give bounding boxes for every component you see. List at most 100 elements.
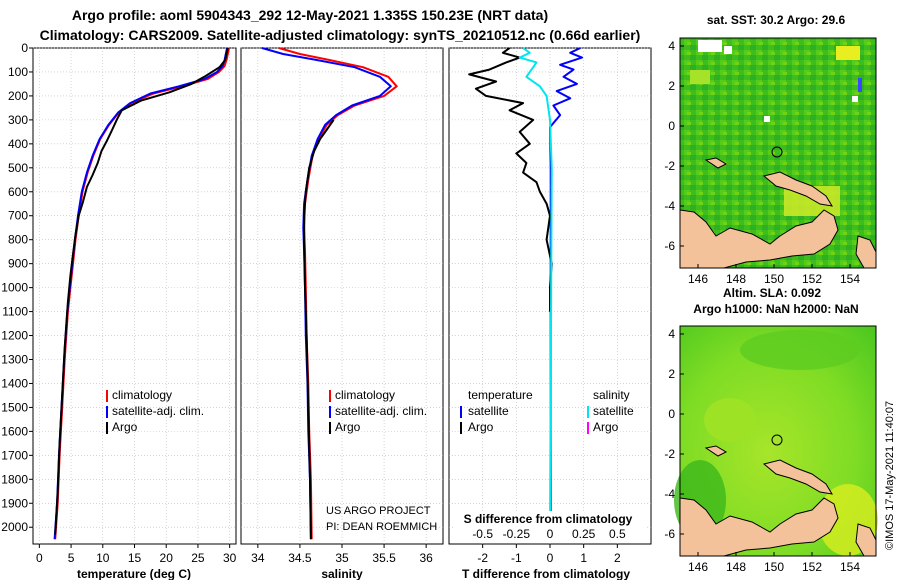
depth-tick-label: 1100 bbox=[2, 305, 28, 319]
x-tick-label: 10 bbox=[96, 551, 110, 565]
difference-panel: -2 -1 0 1 2 S difference from climatology -0… bbox=[448, 47, 652, 580]
lon-tick-label: 148 bbox=[726, 560, 746, 574]
x-tick-label: 36 bbox=[419, 551, 433, 565]
lat-tick-label: 2 bbox=[668, 367, 675, 381]
new-ireland-land bbox=[704, 157, 728, 169]
sla-low-patch bbox=[740, 330, 860, 370]
x-tick-label: 30 bbox=[223, 551, 237, 565]
salinity-axis-label: salinity bbox=[321, 567, 363, 580]
salinity-tick-labels: 34 34.5 35 35.5 36 bbox=[251, 544, 433, 565]
legend-s-argo-label: Argo bbox=[593, 420, 619, 434]
argo-position-marker bbox=[771, 434, 783, 446]
depth-tick-labels: 0 100 200 300 400 500 600 700 800 900 1000 1100 1200… bbox=[1, 41, 33, 534]
lon-tick-label: 150 bbox=[764, 560, 784, 574]
legend-temperature-title: temperature bbox=[468, 388, 533, 402]
new-guinea-land bbox=[679, 209, 839, 269]
salinity-plot-frame bbox=[240, 47, 444, 545]
sla-map-title-1: Altim. SLA: 0.092 bbox=[723, 286, 821, 300]
depth-tick-label: 1900 bbox=[1, 496, 28, 510]
depth-tick-label: 1800 bbox=[1, 472, 28, 486]
depth-tick-label: 1000 bbox=[1, 281, 28, 295]
difference-tick-labels: -2 -1 0 1 2 bbox=[477, 544, 621, 565]
depth-tick-label: 800 bbox=[8, 233, 28, 247]
x-tick-label: 5 bbox=[68, 551, 75, 565]
legend-t-argo-label: Argo bbox=[468, 420, 494, 434]
legend-salinity-title: salinity bbox=[593, 388, 630, 402]
depth-tick-label: 900 bbox=[8, 257, 28, 271]
sst-map-panel: sat. SST: 30.2 Argo: 29.6 146 148 150 152 15… bbox=[664, 13, 877, 286]
depth-tick-label: 1400 bbox=[1, 376, 28, 390]
legend-satellite-label: satellite-adj. clim. bbox=[112, 404, 204, 418]
legend-argo-label: Argo bbox=[112, 420, 138, 434]
difference-legend: temperature satellite Argo salinity sate… bbox=[460, 388, 634, 434]
salinity-series bbox=[261, 47, 398, 540]
legend-climatology-label: climatology bbox=[112, 388, 172, 402]
sla-map-frame bbox=[679, 325, 877, 557]
s-diff-axis-label: S difference from climatology bbox=[464, 512, 633, 526]
temperature-tick-labels: 0 5 10 15 20 25 30 bbox=[36, 544, 237, 565]
legend-argo-label: Argo bbox=[335, 420, 361, 434]
depth-tick-label: 400 bbox=[8, 137, 28, 151]
sst-map-frame bbox=[679, 37, 877, 269]
sst-missing-cell bbox=[764, 116, 770, 122]
sla-high-patch bbox=[704, 398, 756, 442]
salinity-legend: climatology satellite-adj. clim. Argo bbox=[329, 388, 427, 434]
series-line-argo bbox=[303, 119, 335, 540]
lon-tick-label: 154 bbox=[840, 272, 860, 286]
x-tick-label: 0 bbox=[36, 551, 43, 565]
lon-tick-label: 150 bbox=[764, 272, 784, 286]
new-ireland-land bbox=[704, 445, 728, 457]
sla-map-tick-labels: 146 148 150 152 154 4 2 0 -2 -4 -6 bbox=[664, 327, 860, 574]
lat-tick-label: -2 bbox=[664, 159, 675, 173]
copyright-stamp: ©IMOS 17-May-2021 11:40:07 bbox=[884, 401, 896, 550]
lat-tick-label: -6 bbox=[664, 527, 675, 541]
series-line-t-argo bbox=[468, 47, 553, 312]
lon-tick-label: 146 bbox=[688, 272, 708, 286]
lon-tick-label: 152 bbox=[802, 272, 822, 286]
difference-gridlines bbox=[449, 47, 651, 544]
pi-annotation: PI: DEAN ROEMMICH bbox=[326, 521, 437, 533]
legend-s-satellite-label: satellite bbox=[593, 404, 634, 418]
s-diff-tick-label: 0 bbox=[547, 527, 554, 541]
legend-climatology-label: climatology bbox=[335, 388, 395, 402]
lat-tick-label: 0 bbox=[668, 407, 675, 421]
depth-tick-label: 2000 bbox=[1, 520, 28, 534]
depth-tick-label: 500 bbox=[8, 161, 28, 175]
lon-tick-label: 154 bbox=[840, 560, 860, 574]
s-diff-tick-labels: -0.5 -0.25 0 0.25 0.5 bbox=[472, 527, 626, 541]
legend-satellite-label: satellite-adj. clim. bbox=[335, 404, 427, 418]
new-guinea-land bbox=[679, 497, 839, 557]
s-diff-tick-label: -0.25 bbox=[503, 527, 531, 541]
sla-map-title-2: Argo h1000: NaN h2000: NaN bbox=[693, 302, 858, 316]
lat-tick-label: 4 bbox=[668, 327, 675, 341]
depth-tick-label: 1500 bbox=[1, 400, 28, 414]
depth-tick-label: 0 bbox=[21, 41, 28, 55]
new-britain-land bbox=[762, 459, 833, 495]
temperature-panel: 0100200300400500600700800900100011001200… bbox=[1, 41, 236, 580]
series-line-argo bbox=[54, 47, 229, 535]
x-tick-label: 2 bbox=[614, 551, 621, 565]
s-diff-tick-label: -0.5 bbox=[472, 527, 493, 541]
sst-missing-cell bbox=[698, 40, 722, 52]
lat-tick-label: 0 bbox=[668, 119, 675, 133]
depth-tick-label: 100 bbox=[8, 65, 28, 79]
header-line-1: Argo profile: aoml 5904343_292 12-May-20… bbox=[72, 7, 548, 23]
x-tick-label: 0 bbox=[547, 551, 554, 565]
temperature-axis-label: temperature (deg C) bbox=[77, 567, 191, 580]
s-diff-tick-label: 0.25 bbox=[572, 527, 596, 541]
lat-tick-label: -4 bbox=[664, 487, 675, 501]
x-tick-label: 1 bbox=[580, 551, 587, 565]
sst-map-tick-labels: 146 148 150 152 154 4 2 0 -2 -4 -6 bbox=[664, 39, 860, 286]
lat-tick-label: 2 bbox=[668, 79, 675, 93]
x-tick-label: 35 bbox=[335, 551, 349, 565]
salinity-panel: 34 34.5 35 35.5 36 salinity climatology sate… bbox=[240, 47, 444, 580]
x-tick-label: 15 bbox=[128, 551, 142, 565]
lat-tick-label: -6 bbox=[664, 239, 675, 253]
t-diff-axis-label: T difference from climatology bbox=[462, 567, 630, 580]
depth-tick-label: 1600 bbox=[1, 424, 28, 438]
depth-tick-label: 1300 bbox=[1, 352, 28, 366]
temperature-series bbox=[53, 47, 230, 540]
s-diff-tick-label: 0.5 bbox=[609, 527, 626, 541]
lon-tick-label: 146 bbox=[688, 560, 708, 574]
